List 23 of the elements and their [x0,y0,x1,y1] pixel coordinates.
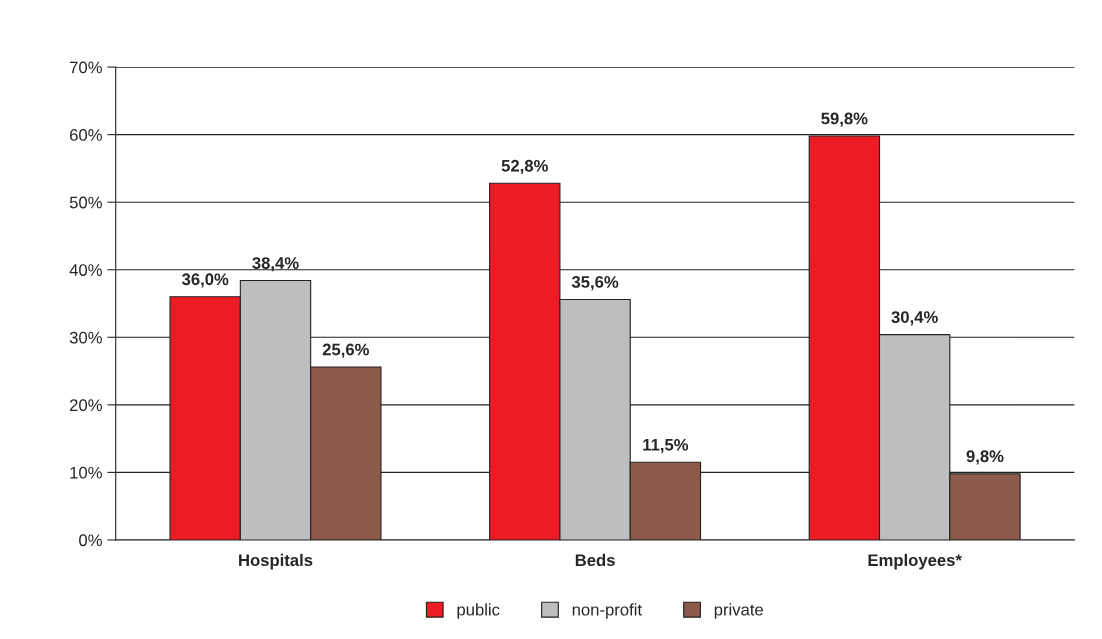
y-tick-label: 60% [70,129,102,141]
data-label: 38,4% [252,257,299,272]
x-tick-label: Hospitals [239,553,313,570]
data-label: 52,8% [501,159,548,175]
y-tick-label: 10% [70,466,102,479]
data-label: 25,6% [322,343,369,358]
x-tick-label: Employees* [868,553,962,570]
y-tick-label: 30% [69,331,102,344]
y-tick-label: 40% [69,264,102,276]
data-label: 36,0% [181,273,229,288]
data-label: 59,8% [821,112,868,127]
data-label: 30,4% [891,311,938,326]
x-tick-label: Beds [575,553,615,567]
data-label: 35,6% [571,276,619,291]
y-tick-label: 70% [70,61,102,74]
y-tick-label: 50% [69,196,102,209]
data-label: 11,5% [643,438,689,454]
data-label: 9,8% [966,450,1004,465]
y-tick-label: 0% [79,534,102,547]
legend-label: public [457,603,500,619]
legend-label: non-profit [572,603,642,619]
y-tick-label: 20% [70,399,102,412]
legend-label: private [714,603,763,619]
